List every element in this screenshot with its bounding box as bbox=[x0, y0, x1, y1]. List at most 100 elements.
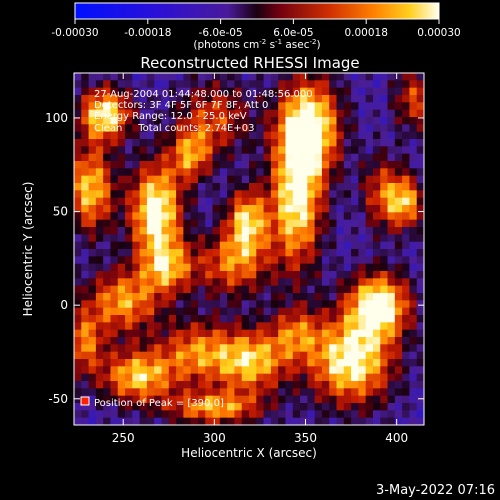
heatmap-cell bbox=[270, 307, 279, 316]
heatmap-cell bbox=[95, 146, 104, 155]
heatmap-cell bbox=[190, 373, 199, 382]
heatmap-cell bbox=[358, 388, 367, 397]
heatmap-cell bbox=[380, 307, 388, 316]
heatmap-cell bbox=[234, 131, 243, 140]
heatmap-cell bbox=[81, 300, 89, 309]
heatmap-cell bbox=[358, 337, 367, 345]
heatmap-cell bbox=[321, 263, 330, 272]
heatmap-cell bbox=[358, 234, 367, 243]
heatmap-cell bbox=[176, 285, 184, 294]
heatmap-cell bbox=[205, 271, 213, 279]
heatmap-cell bbox=[278, 175, 286, 184]
heatmap-cell bbox=[190, 263, 199, 272]
heatmap-cell bbox=[351, 109, 359, 118]
heatmap-cell bbox=[176, 80, 184, 89]
heatmap-cell bbox=[234, 359, 243, 367]
heatmap-cell bbox=[387, 168, 396, 177]
heatmap-cell bbox=[402, 153, 410, 162]
heatmap-cell bbox=[402, 410, 410, 419]
heatmap-cell bbox=[321, 175, 330, 184]
heatmap-cell bbox=[372, 381, 381, 389]
heatmap-cell bbox=[365, 153, 374, 162]
heatmap-cell bbox=[307, 190, 316, 199]
heatmap-cell bbox=[336, 351, 345, 360]
heatmap-cell bbox=[416, 124, 425, 133]
heatmap-cell bbox=[88, 359, 97, 367]
heatmap-cell bbox=[380, 395, 388, 404]
heatmap-cell bbox=[394, 300, 403, 309]
heatmap-cell bbox=[372, 146, 381, 155]
heatmap-cell bbox=[358, 205, 367, 213]
heatmap-cell bbox=[336, 293, 345, 301]
heatmap-cell bbox=[249, 263, 257, 272]
heatmap-cell bbox=[314, 161, 323, 169]
heatmap-cell bbox=[219, 102, 228, 111]
heatmap-cell bbox=[227, 381, 235, 389]
heatmap-cell bbox=[234, 256, 243, 265]
heatmap-cell bbox=[139, 80, 148, 89]
heatmap-cell bbox=[125, 278, 133, 287]
heatmap-cell bbox=[307, 219, 316, 228]
heatmap-cell bbox=[256, 395, 264, 404]
heatmap-cell bbox=[212, 351, 221, 360]
heatmap-cell bbox=[270, 403, 279, 411]
heatmap-cell bbox=[321, 95, 330, 103]
heatmap-cell bbox=[416, 153, 425, 162]
heatmap-cell bbox=[197, 131, 206, 140]
heatmap-cell bbox=[249, 161, 257, 169]
heatmap-cell bbox=[263, 146, 272, 155]
heatmap-cell bbox=[95, 183, 104, 191]
heatmap-cell bbox=[285, 73, 294, 81]
heatmap-cell bbox=[329, 278, 337, 287]
heatmap-cell bbox=[190, 131, 199, 140]
heatmap-cell bbox=[183, 285, 192, 294]
heatmap-cell bbox=[394, 124, 403, 133]
colorbar-unit-part: asec bbox=[282, 39, 310, 51]
heatmap-cell bbox=[139, 139, 148, 147]
heatmap-cell bbox=[190, 271, 199, 279]
heatmap-cell bbox=[117, 403, 126, 411]
heatmap-cell bbox=[307, 80, 316, 89]
heatmap-cell bbox=[285, 197, 294, 206]
heatmap-cell bbox=[307, 300, 316, 309]
heatmap-cell bbox=[95, 381, 104, 389]
heatmap-cell bbox=[168, 80, 177, 89]
heatmap-cell bbox=[402, 227, 410, 235]
heatmap-cell bbox=[307, 381, 316, 389]
heatmap-cell bbox=[183, 241, 192, 250]
heatmap-cell bbox=[343, 190, 352, 199]
heatmap-cell bbox=[358, 329, 367, 338]
heatmap-cell bbox=[365, 183, 374, 191]
heatmap-cell bbox=[132, 388, 141, 397]
heatmap-cell bbox=[219, 271, 228, 279]
heatmap-cell bbox=[234, 395, 243, 404]
heatmap-cell bbox=[380, 153, 388, 162]
heatmap-cell bbox=[95, 329, 104, 338]
heatmap-cell bbox=[387, 95, 396, 103]
heatmap-cell bbox=[117, 153, 126, 162]
heatmap-cell bbox=[249, 344, 257, 353]
heatmap-cell bbox=[183, 322, 192, 331]
heatmap-cell bbox=[329, 271, 337, 279]
heatmap-cell bbox=[234, 124, 243, 133]
heatmap-cell bbox=[103, 373, 111, 382]
heatmap-cell bbox=[256, 329, 264, 338]
heatmap-cell bbox=[278, 373, 286, 382]
heatmap-cell bbox=[154, 175, 162, 184]
heatmap-cell bbox=[205, 146, 213, 155]
heatmap-cell bbox=[212, 139, 221, 147]
heatmap-cell bbox=[351, 322, 359, 331]
heatmap-cell bbox=[161, 117, 170, 125]
heatmap-cell bbox=[278, 205, 286, 213]
heatmap-cell bbox=[154, 293, 162, 301]
heatmap-cell bbox=[336, 131, 345, 140]
heatmap-cell bbox=[146, 227, 155, 235]
heatmap-cell bbox=[329, 205, 337, 213]
heatmap-cell bbox=[103, 293, 111, 301]
colorbar bbox=[74, 2, 440, 20]
heatmap-cell bbox=[394, 109, 403, 118]
heatmap-cell bbox=[343, 175, 352, 184]
heatmap-cell bbox=[249, 175, 257, 184]
heatmap-cell bbox=[351, 395, 359, 404]
heatmap-cell bbox=[270, 322, 279, 331]
